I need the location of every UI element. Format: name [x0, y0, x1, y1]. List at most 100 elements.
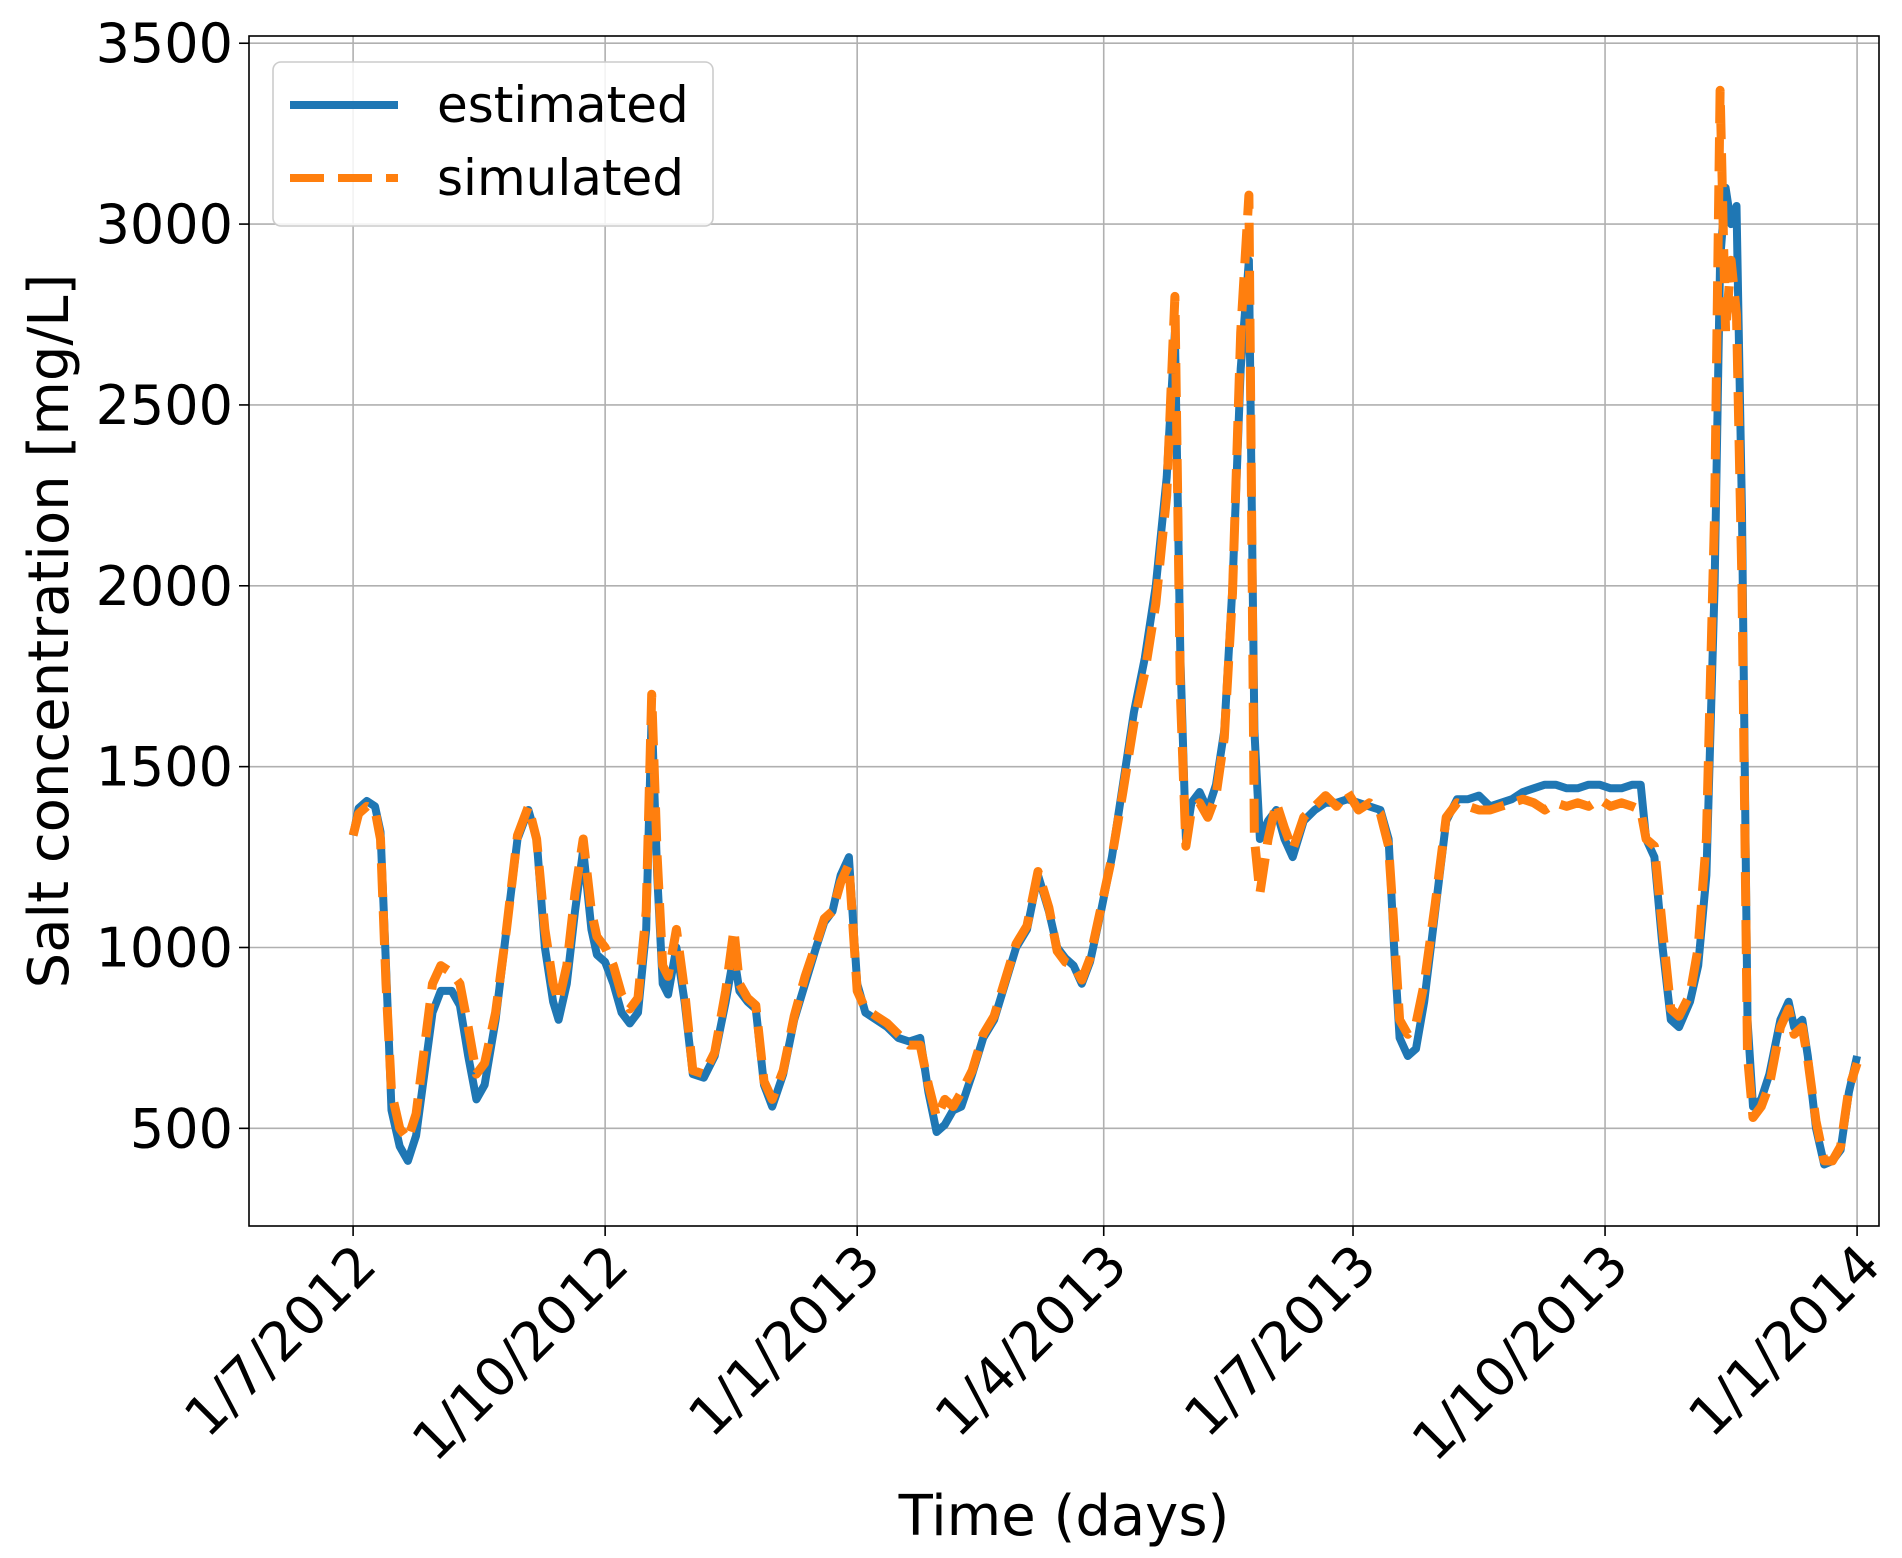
data-point-simulated: [1065, 962, 1066, 963]
data-point-simulated: [1468, 806, 1469, 807]
data-point-simulated: [961, 1092, 962, 1093]
data-point-simulated: [1276, 802, 1277, 803]
data-point-simulated: [506, 929, 507, 930]
data-point-estimated: [476, 1099, 477, 1100]
data-point-simulated: [944, 1099, 945, 1100]
data-point-simulated: [424, 1048, 425, 1049]
data-point-simulated: [739, 983, 740, 984]
data-point-simulated: [755, 1005, 756, 1006]
data-point-simulated: [1358, 810, 1359, 811]
data-point-estimated: [407, 1160, 408, 1161]
data-point-simulated: [375, 810, 376, 811]
data-point-simulated: [936, 1117, 937, 1118]
data-point-simulated: [366, 806, 367, 807]
data-point-simulated: [1081, 980, 1082, 981]
data-point-simulated: [1588, 806, 1589, 807]
data-point-estimated: [1407, 1056, 1408, 1057]
data-point-simulated: [517, 835, 518, 836]
data-point-estimated: [1802, 1019, 1803, 1020]
data-point-estimated: [662, 983, 663, 984]
data-point-estimated: [1670, 1019, 1671, 1020]
data-point-simulated: [1824, 1160, 1825, 1161]
data-point-simulated: [1174, 296, 1175, 297]
data-point-simulated: [1857, 1063, 1858, 1064]
data-point-estimated: [1753, 1106, 1754, 1107]
data-point-estimated: [375, 806, 376, 807]
data-point-estimated: [865, 1012, 866, 1013]
data-point-estimated: [1416, 1048, 1417, 1049]
data-point-estimated: [668, 994, 669, 995]
data-point-estimated: [848, 857, 849, 858]
data-point-estimated: [1240, 368, 1241, 369]
data-point-simulated: [1788, 1009, 1789, 1010]
data-point-estimated: [1325, 802, 1326, 803]
data-point-estimated: [1199, 792, 1200, 793]
data-point-estimated: [772, 1106, 773, 1107]
data-point-simulated: [583, 839, 584, 840]
data-point-simulated: [1446, 817, 1447, 818]
data-point-simulated: [783, 1070, 784, 1071]
data-point-simulated: [1254, 839, 1255, 840]
data-point-simulated: [451, 972, 452, 973]
data-point-simulated: [1769, 1084, 1770, 1085]
data-point-simulated: [747, 998, 748, 999]
data-point-simulated: [1048, 907, 1049, 908]
data-point-simulated: [824, 918, 825, 919]
data-point-simulated: [928, 1084, 929, 1085]
data-point-simulated: [1325, 795, 1326, 796]
data-point-simulated: [1706, 839, 1707, 840]
data-point-simulated: [613, 965, 614, 966]
data-point-estimated: [1394, 947, 1395, 948]
data-point-simulated: [528, 806, 529, 807]
data-point-estimated: [399, 1146, 400, 1147]
data-point-simulated: [848, 864, 849, 865]
data-point-estimated: [468, 1056, 469, 1057]
data-point-simulated: [386, 983, 387, 984]
data-point-estimated: [629, 1023, 630, 1024]
legend-label-simulated: simulated: [437, 149, 684, 207]
data-point-simulated: [1690, 994, 1691, 995]
data-point-simulated: [1725, 332, 1726, 333]
data-point-simulated: [772, 1099, 773, 1100]
data-point-simulated: [495, 1012, 496, 1013]
data-point-simulated: [1747, 1056, 1748, 1057]
data-point-simulated: [920, 1045, 921, 1046]
data-point-simulated: [1016, 943, 1017, 944]
data-point-simulated: [1057, 951, 1058, 952]
y-tick-label: 500: [130, 1097, 233, 1160]
data-point-simulated: [416, 1113, 417, 1114]
data-point-simulated: [676, 929, 677, 930]
data-point-simulated: [692, 1070, 693, 1071]
data-point-simulated: [1761, 1106, 1762, 1107]
data-point-estimated: [1679, 1027, 1680, 1028]
data-point-simulated: [1027, 925, 1028, 926]
legend: estimated simulated: [272, 61, 714, 227]
data-point-simulated: [994, 1016, 995, 1017]
data-point-simulated: [440, 965, 441, 966]
data-point-simulated: [358, 813, 359, 814]
data-point-estimated: [1533, 788, 1534, 789]
data-point-simulated: [764, 1081, 765, 1082]
data-point-estimated: [1857, 1056, 1858, 1057]
data-point-estimated: [1610, 788, 1611, 789]
data-point-simulated: [1292, 849, 1293, 850]
data-point-estimated: [1632, 784, 1633, 785]
y-tick-label: 2000: [96, 555, 233, 618]
data-point-simulated: [1720, 90, 1721, 91]
data-point-simulated: [1369, 802, 1370, 803]
data-point-estimated: [1166, 477, 1167, 478]
data-point-simulated: [983, 1034, 984, 1035]
data-point-simulated: [468, 1027, 469, 1028]
data-point-estimated: [1191, 802, 1192, 803]
data-point-simulated: [1248, 195, 1249, 196]
data-point-simulated: [1794, 1034, 1795, 1035]
data-point-simulated: [1742, 585, 1743, 586]
data-point-simulated: [1388, 846, 1389, 847]
data-point-simulated: [1166, 495, 1167, 496]
data-point-simulated: [1802, 1027, 1803, 1028]
data-point-estimated: [1133, 712, 1134, 713]
data-point-simulated: [1284, 828, 1285, 829]
data-point-simulated: [1185, 846, 1186, 847]
data-point-simulated: [972, 1070, 973, 1071]
